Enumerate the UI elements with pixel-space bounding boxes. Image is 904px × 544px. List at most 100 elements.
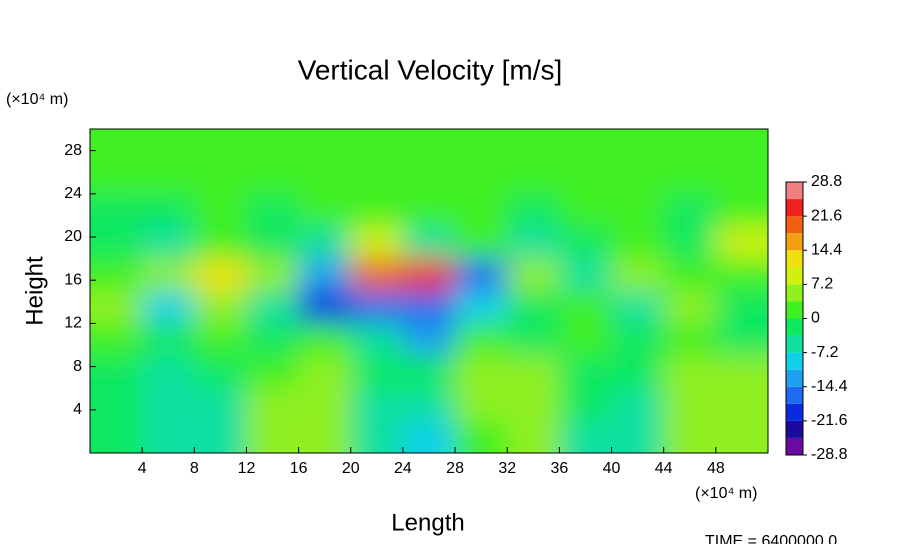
cell	[611, 129, 664, 162]
cell	[507, 323, 560, 356]
cell	[90, 258, 143, 291]
y-tick-label: 16	[64, 271, 82, 288]
cell	[559, 226, 612, 259]
colorbar-tick-label: 28.8	[811, 173, 842, 190]
colorbar-band	[786, 403, 803, 421]
cell	[90, 291, 143, 324]
cell	[194, 161, 247, 194]
x-tick-label: 32	[498, 460, 516, 477]
cell	[611, 258, 664, 291]
x-tick-label: 16	[290, 460, 308, 477]
cell	[246, 323, 299, 356]
field	[90, 129, 768, 453]
cell	[507, 258, 560, 291]
y-axis-label: Height	[21, 256, 48, 326]
cell	[559, 420, 612, 453]
cell	[559, 291, 612, 324]
cell	[246, 420, 299, 453]
cell	[402, 388, 456, 421]
cell	[402, 129, 456, 162]
colorbar-tick-label: 14.4	[811, 241, 842, 258]
cell	[298, 355, 351, 389]
cell	[90, 193, 143, 227]
cell	[246, 193, 299, 227]
cell	[507, 420, 560, 453]
cell	[455, 355, 508, 389]
y-tick-label: 28	[64, 142, 82, 159]
cell	[402, 355, 456, 389]
cell	[402, 193, 456, 227]
cell	[142, 323, 195, 356]
cell	[194, 323, 247, 356]
colorbar-band	[786, 233, 803, 251]
cell	[246, 388, 299, 421]
colorbar-tick-label: 7.2	[811, 276, 833, 293]
cell	[715, 355, 768, 389]
cell	[90, 388, 143, 421]
cell	[142, 226, 195, 259]
cell	[350, 129, 403, 162]
cell	[559, 388, 612, 421]
cell	[298, 388, 351, 421]
cell	[298, 420, 351, 453]
x-tick-label: 8	[190, 460, 199, 477]
colorbar-band	[786, 437, 803, 455]
cell	[246, 226, 299, 259]
cell	[663, 420, 716, 453]
cell	[455, 226, 508, 259]
cell	[663, 226, 716, 259]
cell	[246, 355, 299, 389]
cell	[350, 355, 403, 389]
cell	[455, 258, 508, 291]
cell	[298, 323, 351, 356]
cell	[559, 355, 612, 389]
cell	[194, 258, 247, 291]
cell	[246, 258, 299, 291]
cell	[663, 161, 716, 194]
cell	[142, 193, 195, 227]
cell	[611, 291, 664, 324]
x-axis-label: Length	[391, 509, 464, 536]
cell	[559, 193, 612, 227]
colorbar-band	[786, 267, 803, 285]
cell	[455, 388, 508, 421]
cell	[298, 193, 351, 227]
cells	[90, 129, 768, 453]
colorbar-band	[786, 250, 803, 268]
y-unit: (×10⁴ m)	[6, 91, 68, 108]
cell	[455, 420, 508, 453]
cell	[559, 161, 612, 194]
cell	[507, 129, 560, 162]
colorbar-band	[786, 182, 803, 200]
cell	[142, 129, 195, 162]
cell	[559, 129, 612, 162]
x-tick-label: 36	[550, 460, 568, 477]
cell	[455, 291, 508, 324]
cell	[611, 193, 664, 227]
cell	[298, 258, 351, 291]
cell	[715, 226, 768, 259]
cell	[455, 161, 508, 194]
cell	[663, 355, 716, 389]
colorbar-tick-label: 0	[811, 310, 820, 327]
colorbar-tick-label: -21.6	[811, 412, 848, 429]
cell	[298, 291, 351, 324]
time-footer: TIME = 6400000.0	[705, 533, 837, 544]
cell	[350, 258, 403, 291]
y-tick-label: 20	[64, 228, 82, 245]
cell	[663, 129, 716, 162]
x-tick-label: 12	[238, 460, 256, 477]
x-tick-label: 40	[603, 460, 621, 477]
cell	[350, 161, 403, 194]
cell	[350, 193, 403, 227]
x-tick-label: 44	[655, 460, 673, 477]
colorbar-band	[786, 199, 803, 217]
colorbar-band	[786, 369, 803, 387]
cell	[350, 323, 403, 356]
x-tick-label: 4	[138, 460, 147, 477]
cell	[194, 355, 247, 389]
cell	[507, 355, 560, 389]
cell	[142, 258, 195, 291]
cell	[194, 291, 247, 324]
cell	[142, 161, 195, 194]
